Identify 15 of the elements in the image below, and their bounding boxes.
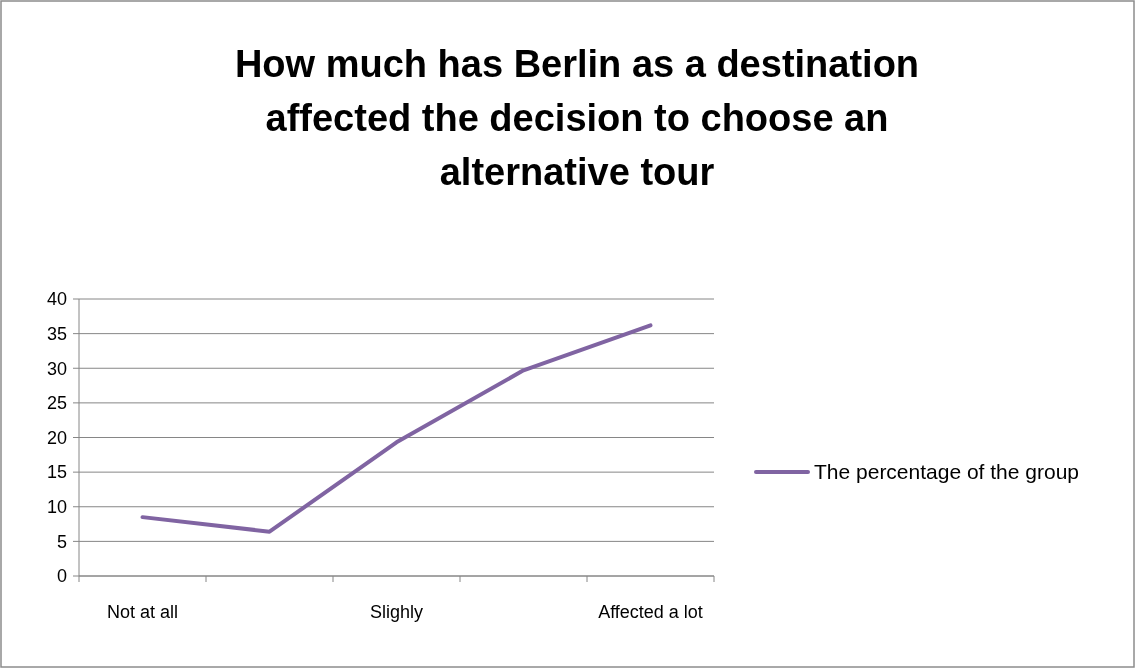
y-tick-label: 10	[46, 497, 67, 518]
x-tick-label: Slighly	[369, 602, 424, 622]
y-tick-label: 40	[46, 289, 67, 310]
y-tick-label: 25	[46, 393, 67, 414]
chart-title: How much has Berlin as a destination affected the decision to choose an alternative tour	[234, 43, 920, 193]
x-tick-label: Not at all	[106, 602, 179, 622]
y-tick-label: 35	[46, 323, 67, 344]
y-tick-label: 30	[46, 358, 67, 379]
legend-label: The percentage of the group	[814, 460, 1080, 484]
line-series	[140, 323, 653, 534]
x-tick-label: Affected a lot	[598, 602, 703, 622]
y-tick-label: 5	[56, 531, 67, 552]
y-tick-label: 15	[46, 462, 67, 483]
y-tick-label: 0	[56, 566, 67, 587]
y-tick-label: 20	[46, 427, 67, 448]
